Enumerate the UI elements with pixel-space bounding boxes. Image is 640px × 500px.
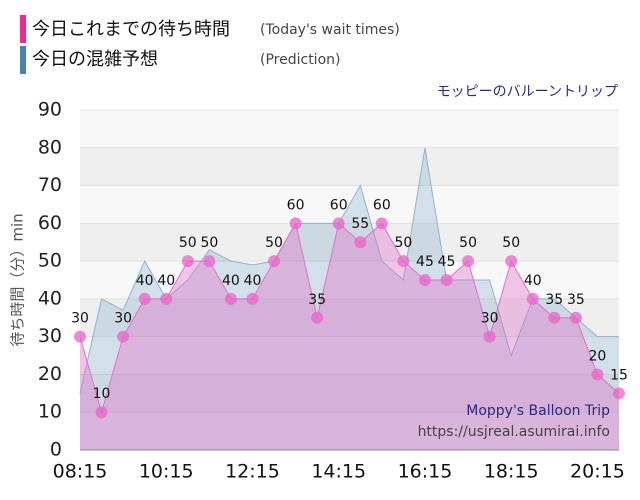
- value-label: 40: [157, 273, 175, 289]
- x-tick-label: 08:15: [53, 461, 108, 483]
- area: [80, 147, 619, 450]
- y-tick-label: 90: [38, 99, 62, 121]
- value-label: 30: [481, 311, 499, 327]
- value-label: 50: [502, 235, 520, 251]
- point: [95, 406, 108, 419]
- x-tick-label: 20:15: [570, 461, 625, 483]
- y-tick-label: 0: [50, 439, 62, 461]
- point: [483, 330, 496, 343]
- point: [375, 217, 388, 230]
- y-axis-label: 待ち時間（分）min: [9, 213, 27, 346]
- value-label: 60: [373, 197, 391, 213]
- value-label: 40: [136, 273, 154, 289]
- point: [397, 255, 410, 268]
- point: [181, 255, 194, 268]
- point: [354, 236, 367, 249]
- watermark: Moppy's Balloon Trip: [466, 403, 610, 419]
- point: [160, 292, 173, 305]
- point: [548, 311, 561, 324]
- x-tick-label: 12:15: [225, 461, 280, 483]
- x-tick-label: 16:15: [398, 461, 453, 483]
- band: [80, 298, 619, 337]
- watermark: https://usjreal.asumirai.info: [418, 424, 610, 440]
- value-label: 30: [71, 311, 89, 327]
- legend-note: (Prediction): [260, 52, 340, 68]
- point: [462, 255, 475, 268]
- subtitle: モッピーのバルーントリップ: [437, 84, 618, 100]
- value-label: 35: [545, 292, 563, 308]
- point: [332, 217, 345, 230]
- point: [74, 330, 86, 343]
- point: [138, 292, 151, 305]
- value-label: 50: [179, 235, 197, 251]
- legend-swatch: [20, 15, 26, 43]
- x-tick-label: 18:15: [484, 461, 539, 483]
- point: [311, 311, 324, 324]
- point: [117, 330, 130, 343]
- point: [613, 387, 625, 400]
- band: [80, 223, 619, 262]
- y-tick-label: 40: [38, 287, 62, 309]
- point: [440, 274, 453, 286]
- point: [224, 292, 237, 305]
- value-label: 40: [244, 273, 262, 289]
- value-label: 30: [114, 311, 132, 327]
- value-label: 20: [589, 348, 607, 364]
- value-label: 50: [200, 235, 218, 251]
- value-label: 40: [524, 273, 542, 289]
- point: [246, 292, 259, 305]
- y-tick-label: 20: [38, 363, 62, 385]
- point: [418, 274, 431, 286]
- band: [80, 336, 619, 375]
- value-label: 15: [610, 367, 628, 383]
- value-label: 45: [416, 254, 434, 270]
- band: [80, 374, 619, 413]
- value-label: 60: [287, 197, 305, 213]
- band: [80, 110, 619, 148]
- value-label: 60: [330, 197, 348, 213]
- value-label: 45: [438, 254, 456, 270]
- point: [268, 255, 281, 268]
- value-label: 50: [459, 235, 477, 251]
- y-tick-label: 10: [38, 401, 62, 423]
- point: [569, 311, 582, 324]
- value-label: 35: [567, 292, 585, 308]
- y-tick-label: 80: [38, 136, 62, 158]
- band: [80, 147, 619, 186]
- value-label: 55: [351, 216, 369, 232]
- value-label: 50: [394, 235, 412, 251]
- legend-swatch: [20, 46, 26, 74]
- x-tick-label: 14:15: [311, 461, 366, 483]
- point: [505, 255, 518, 268]
- point: [591, 368, 604, 381]
- y-tick-label: 30: [38, 325, 62, 347]
- line: [79, 221, 620, 415]
- point: [289, 217, 302, 230]
- area: [80, 223, 619, 450]
- x-tick-label: 10:15: [139, 461, 194, 483]
- value-label: 40: [222, 273, 240, 289]
- y-tick-label: 60: [38, 212, 62, 234]
- value-label: 35: [308, 292, 326, 308]
- value-label: 50: [265, 235, 283, 251]
- band: [80, 412, 619, 450]
- legend-note: (Today's wait times): [260, 22, 400, 38]
- point: [526, 292, 539, 305]
- point: [203, 255, 216, 268]
- legend-label: 今日これまでの待ち時間: [32, 19, 230, 40]
- value-label: 10: [93, 386, 111, 402]
- y-tick-label: 70: [38, 174, 62, 196]
- legend-label: 今日の混雑予想: [32, 49, 158, 70]
- y-tick-label: 50: [38, 250, 62, 272]
